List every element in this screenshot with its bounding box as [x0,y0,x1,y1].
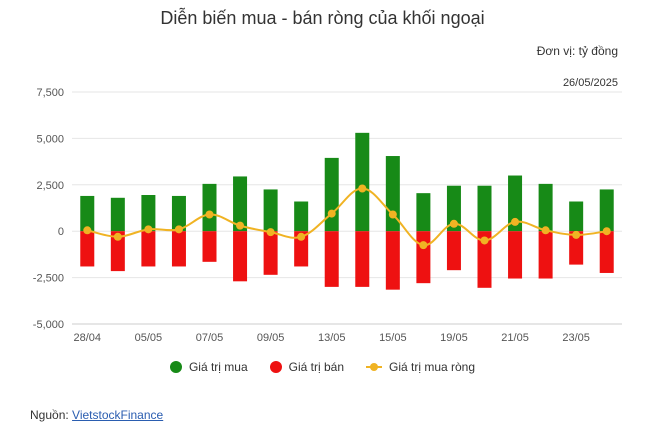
bar-sell [477,231,492,288]
net-point [388,210,397,219]
bar-sell [233,231,248,282]
bar-buy [599,189,614,232]
net-point [449,219,458,228]
bar-sell [446,231,461,271]
bar-sell [385,231,400,290]
y-tick-label: 0 [58,226,64,238]
bar-sell [324,231,339,287]
net-point [144,225,153,234]
bar-buy [324,157,339,232]
legend-item-sell[interactable]: Giá trị bán [269,360,344,374]
bar-sell [355,231,370,287]
net-point [572,230,581,239]
bar-sell [599,231,614,273]
bar-buy [110,197,125,232]
chart-title: Diễn biến mua - bán ròng của khối ngoại [160,8,485,28]
bar-sell [538,231,553,279]
net-point [236,221,245,230]
net-point [541,226,550,235]
net-line [87,187,607,247]
y-tick-label: 2,500 [36,180,64,192]
x-tick-label: 28/04 [74,332,102,344]
y-tick-label: 7,500 [36,87,64,99]
bar-buy [446,185,461,232]
net-point [358,184,367,193]
bar-sell [569,231,584,265]
legend-marker-buy [169,361,182,373]
source-link[interactable]: VietstockFinance [72,408,164,422]
bar-buy [202,183,217,232]
net-point [83,226,92,235]
bar-buy [263,189,278,232]
x-tick-label: 21/05 [501,332,529,344]
bar-sell [263,231,278,275]
y-tick-label: -5,000 [33,319,64,331]
x-tick-label: 19/05 [440,332,468,344]
legend-label-sell: Giá trị bán [288,360,344,374]
net-point [480,236,489,245]
bar-buy [416,193,431,232]
legend-label-buy: Giá trị mua [188,360,248,374]
bar-buy [233,176,248,232]
y-tick-label: 5,000 [36,133,64,145]
unit-label: Đơn vị: tỷ đồng [536,44,618,58]
bar-sell [202,231,217,262]
bar-buy [355,132,370,232]
legend-marker-net [366,361,382,373]
bar-buy [477,185,492,232]
bar-buy [538,183,553,232]
bar-sell [80,231,95,267]
legend-item-net[interactable]: Giá trị mua ròng [366,360,475,374]
bar-buy [141,195,156,232]
x-tick-label: 05/05 [135,332,163,344]
net-point [113,232,122,241]
net-point [327,209,336,218]
legend-label-net: Giá trị mua ròng [389,360,476,374]
bar-buy [80,195,95,232]
date-label: 26/05/2025 [562,77,618,89]
bar-buy [569,201,584,232]
legend-marker-sell [269,361,282,373]
bar-buy [171,195,186,232]
x-tick-label: 15/05 [379,332,407,344]
net-point [419,241,428,250]
bar-sell [416,231,431,284]
net-point [602,227,611,236]
x-tick-label: 23/05 [562,332,590,344]
x-tick-label: 07/05 [196,332,224,344]
legend-item-buy[interactable]: Giá trị mua [169,360,248,374]
source-label: Nguồn: [30,408,69,422]
net-point [266,228,275,237]
bar-sell [141,231,156,267]
net-point [205,210,214,219]
x-tick-label: 13/05 [318,332,346,344]
x-tick-label: 09/05 [257,332,285,344]
source-note: Nguồn: VietstockFinance [30,408,163,422]
y-tick-label: -2,500 [33,273,64,285]
chart-legend: Giá trị mua Giá trị bán Giá trị mua ròng [0,360,645,374]
bar-buy [508,175,523,232]
net-point [174,225,183,234]
bar-sell [294,231,309,267]
bar-sell [508,231,523,279]
net-point [511,217,520,226]
net-point [297,232,306,241]
bar-buy [294,201,309,232]
bar-sell [171,231,186,267]
bar-sell [110,231,125,272]
